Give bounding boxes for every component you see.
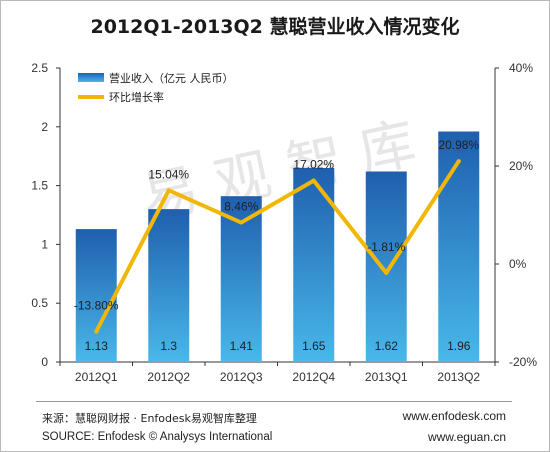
axes-group: 0 0.5 1 1.5 2 2.5 -20% 0% 20% 40% 2012Q1 2012Q2 2012… xyxy=(31,61,537,384)
revenue-bar-label: 1.62 xyxy=(375,339,399,353)
legend-label-revenue: 营业收入（亿元 人民币） xyxy=(109,71,234,85)
revenue-bar xyxy=(365,171,407,362)
growth-rate-label: 17.02% xyxy=(293,158,334,172)
right-tick-label: 20% xyxy=(509,159,533,173)
growth-rate-point xyxy=(239,220,244,225)
left-tick-label: 1.5 xyxy=(31,179,48,193)
footer-divider xyxy=(36,401,512,402)
revenue-bar-label: 1.65 xyxy=(302,339,326,353)
x-category-label: 2013Q1 xyxy=(365,370,408,384)
revenue-bar xyxy=(438,131,480,362)
revenue-bar-label: 1.13 xyxy=(85,339,109,353)
legend: 营业收入（亿元 人民币） 环比增长率 xyxy=(78,71,234,104)
growth-rate-point xyxy=(166,188,171,193)
footer-url-eguan: www.eguan.cn xyxy=(427,430,506,444)
growth-rate-label: 8.46% xyxy=(224,200,258,214)
x-category-label: 2012Q4 xyxy=(292,370,335,384)
footer-source-cn: 来源：慧聪网财报 · Enfodesk易观智库整理 xyxy=(42,412,257,425)
x-category-label: 2013Q2 xyxy=(437,370,480,384)
left-tick-label: 0 xyxy=(41,355,48,369)
growth-line-group: -13.80% 15.04% 8.46% 17.02% -1.81% 20.98% xyxy=(74,138,479,334)
revenue-bar xyxy=(148,209,190,362)
footer-url-enfodesk: www.enfodesk.com xyxy=(402,409,506,423)
chart-title: 2012Q1-2013Q2 慧聪营业收入情况变化 xyxy=(90,16,460,38)
left-tick-label: 0.5 xyxy=(31,296,48,310)
growth-rate-label: -13.80% xyxy=(74,299,119,313)
growth-rate-point xyxy=(94,329,99,334)
growth-rate-point xyxy=(384,270,389,275)
growth-rate-point xyxy=(311,178,316,183)
footer-source-en: SOURCE: Enfodesk © Analysys Internationa… xyxy=(42,431,273,443)
revenue-bar-label: 1.41 xyxy=(230,339,254,353)
growth-rate-label: -1.81% xyxy=(367,240,405,254)
revenue-bar-label: 1.3 xyxy=(160,339,177,353)
x-category-label: 2012Q3 xyxy=(220,370,263,384)
right-tick-label: -20% xyxy=(509,355,537,369)
growth-rate-point xyxy=(456,159,461,164)
x-category-label: 2012Q2 xyxy=(147,370,190,384)
growth-rate-line xyxy=(94,159,461,334)
legend-swatch-revenue xyxy=(78,73,104,82)
growth-rate-label: 15.04% xyxy=(148,167,189,181)
legend-label-growth: 环比增长率 xyxy=(109,90,164,104)
x-category-label: 2012Q1 xyxy=(75,370,118,384)
right-tick-label: 40% xyxy=(509,61,533,75)
revenue-bar-label: 1.96 xyxy=(447,339,471,353)
left-tick-label: 2.5 xyxy=(31,61,48,75)
left-tick-label: 2 xyxy=(41,120,48,134)
growth-rate-label: 20.98% xyxy=(438,138,479,152)
bars-group: 1.13 1.3 1.41 1.65 1.62 1.96 xyxy=(75,131,480,362)
right-tick-label: 0% xyxy=(509,257,527,271)
left-tick-label: 1 xyxy=(41,237,48,251)
revenue-bar xyxy=(75,229,117,362)
